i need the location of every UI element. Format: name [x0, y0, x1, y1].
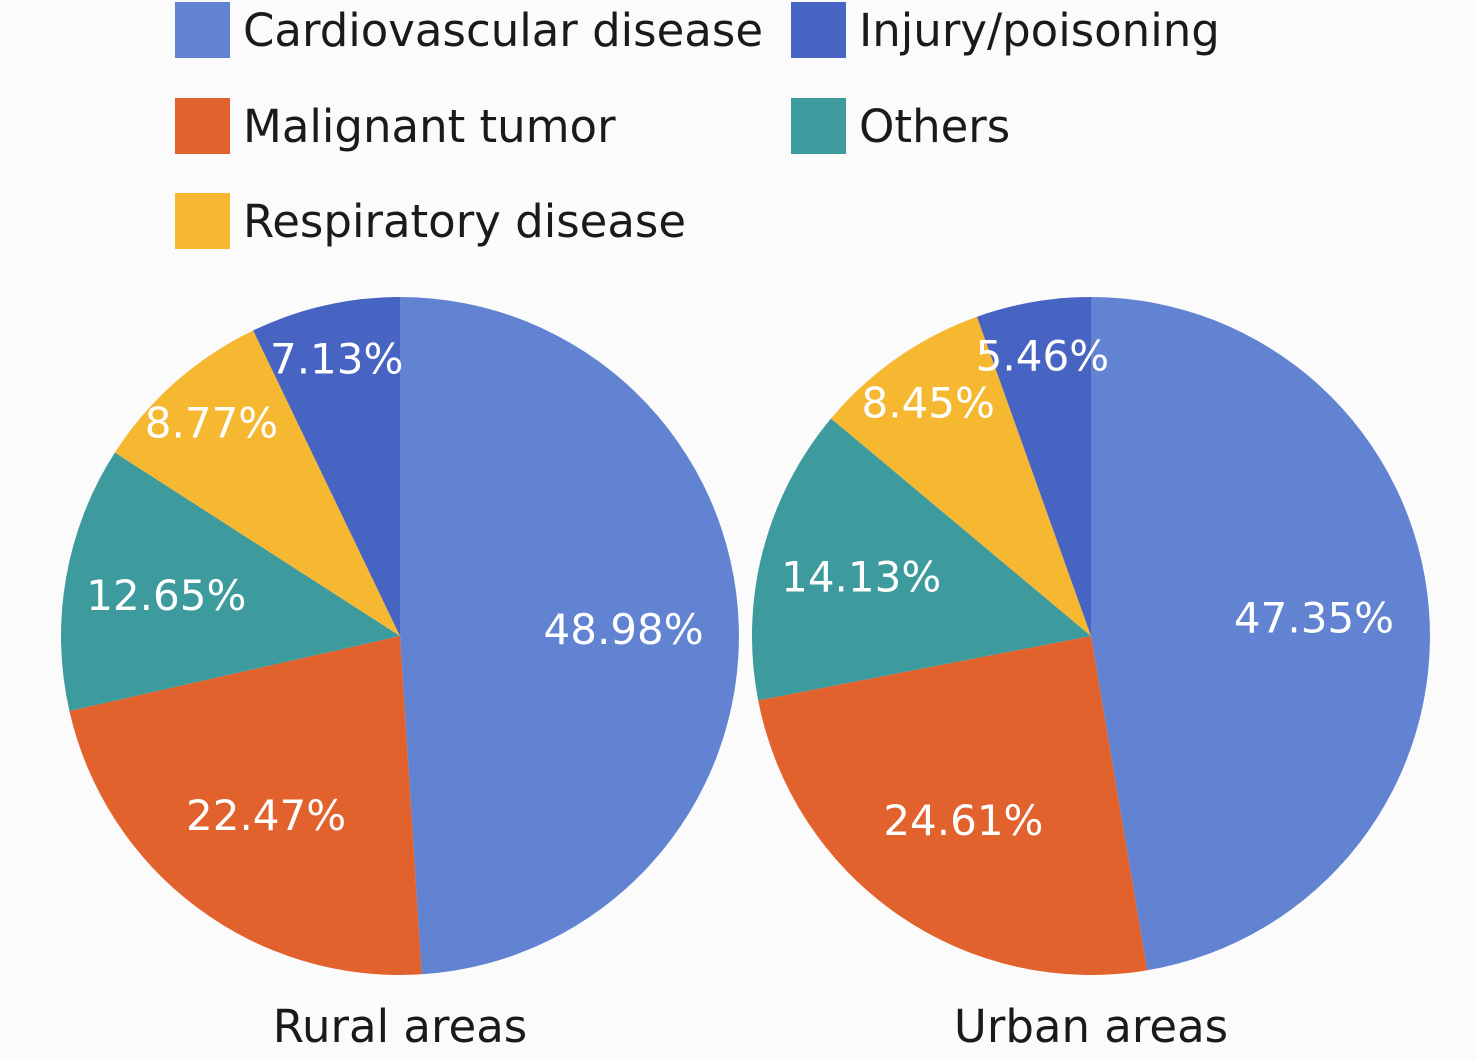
- legend-label-malignant-tumor: Malignant tumor: [243, 100, 616, 153]
- urban-slice-label-others: 14.13%: [781, 553, 941, 602]
- legend-label-others: Others: [859, 100, 1010, 153]
- rural-slice-label-injury-poisoning: 7.13%: [270, 334, 403, 383]
- legend-item-respiratory-disease: Respiratory disease: [175, 193, 686, 249]
- rural-slice-cardiovascular-disease: [400, 297, 739, 975]
- urban-slice-others: [752, 418, 1091, 701]
- urban-pie-chart: 47.35% 24.61% 14.13% 8.45%5.46% Urban areas: [752, 297, 1430, 1053]
- rural-slice-injury-poisoning: [253, 297, 400, 636]
- legend-item-injury-poisoning: Injury/poisoning: [791, 2, 1220, 58]
- rural-slice-respiratory-disease: [114, 330, 401, 636]
- legend-item-malignant-tumor: Malignant tumor: [175, 98, 616, 154]
- legend-swatch-cardiovascular-disease: [175, 2, 230, 58]
- legend-swatch-malignant-tumor: [175, 98, 230, 154]
- legend-item-others: Others: [791, 98, 1010, 154]
- urban-slice-respiratory-disease: [831, 316, 1091, 636]
- urban-slice-cardiovascular-disease: [1091, 297, 1430, 971]
- urban-slice-malignant-tumor: [758, 636, 1148, 975]
- legend-swatch-injury-poisoning: [791, 2, 846, 58]
- rural-slice-label-respiratory-disease: 8.77%: [145, 399, 278, 448]
- urban-slice-label-malignant-tumor: 24.61%: [883, 796, 1043, 845]
- rural-pie-chart: 48.98% 22.47% 12.65% 8.77% 7.13% Rural areas: [61, 297, 739, 1053]
- rural-slice-label-others: 12.65%: [86, 571, 246, 620]
- rural-pie-caption: Rural areas: [273, 1000, 527, 1053]
- legend-label-cardiovascular-disease: Cardiovascular disease: [243, 4, 763, 57]
- urban-pie-caption: Urban areas: [954, 1000, 1228, 1053]
- legend: Cardiovascular disease Injury/poisoning Ma…: [175, 2, 1220, 249]
- urban-slice-label-respiratory-disease: 8.45%: [861, 378, 994, 427]
- legend-item-cardiovascular-disease: Cardiovascular disease: [175, 2, 763, 58]
- legend-label-respiratory-disease: Respiratory disease: [243, 195, 686, 248]
- rural-slice-malignant-tumor: [69, 636, 422, 975]
- rural-slice-label-malignant-tumor: 22.47%: [186, 791, 346, 840]
- legend-label-injury-poisoning: Injury/poisoning: [859, 4, 1220, 57]
- urban-slice-injury-poisoning: [976, 297, 1091, 636]
- rural-slice-others: [61, 452, 401, 711]
- urban-slice-label-cardiovascular-disease: 47.35%: [1234, 593, 1394, 642]
- legend-swatch-respiratory-disease: [175, 193, 230, 249]
- rural-slice-label-cardiovascular-disease: 48.98%: [544, 605, 704, 654]
- urban-slice-label-injury-poisoning: 5.46%: [976, 331, 1109, 380]
- legend-swatch-others: [791, 98, 846, 154]
